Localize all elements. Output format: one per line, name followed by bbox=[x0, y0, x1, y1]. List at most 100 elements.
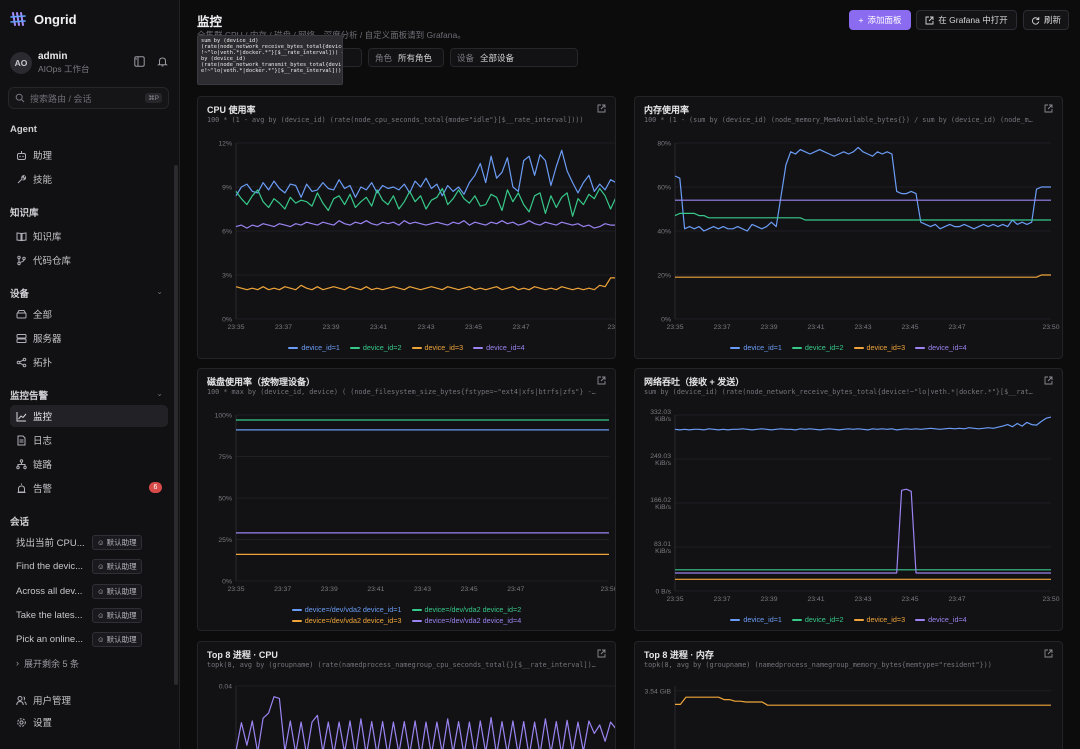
x-tick-label: 23:50 bbox=[600, 586, 616, 593]
external-link-icon[interactable] bbox=[1044, 649, 1053, 658]
legend-item[interactable]: device=/dev/vda2 device_id=1 bbox=[291, 605, 402, 614]
session-item[interactable]: Find the devic... ☺ 默认助理 bbox=[16, 557, 168, 575]
server-icon bbox=[16, 333, 27, 343]
chevron-down-icon[interactable]: ⌄ bbox=[156, 287, 163, 296]
sidebar-item-assistant[interactable]: 助理 bbox=[10, 144, 168, 166]
x-tick-label: 23:41 bbox=[807, 324, 824, 331]
user-name: admin bbox=[38, 51, 68, 62]
sidebar-item-label: 知识库 bbox=[33, 232, 62, 243]
series-line bbox=[235, 187, 615, 217]
device-select[interactable]: 设备 全部设备 bbox=[450, 48, 578, 67]
y-tick-unit: KiB/s bbox=[655, 460, 671, 467]
session-tag-label: 默认助理 bbox=[106, 634, 137, 644]
external-link-icon[interactable] bbox=[597, 649, 606, 658]
legend-item[interactable]: device_id=3 bbox=[411, 343, 463, 352]
bell-icon[interactable] bbox=[157, 56, 168, 67]
chevron-down-icon[interactable]: ⌄ bbox=[156, 389, 163, 398]
device-select-key: 设备 bbox=[457, 52, 475, 63]
legend-item[interactable]: device_id=1 bbox=[288, 343, 340, 352]
legend-item[interactable]: device_id=4 bbox=[915, 343, 967, 352]
chart-mem: 0% 20% 40% 60% 80% 23:35 23:37 23:39 23:41 23:43 2… bbox=[657, 141, 1059, 332]
open-in-grafana-button[interactable]: 在 Grafana 中打开 bbox=[916, 10, 1017, 30]
sidebar-item-alerts[interactable]: 告警 6 bbox=[10, 477, 168, 499]
sidebar-item-label: 告警 bbox=[33, 484, 53, 495]
sidebar-item-topology[interactable]: 拓扑 bbox=[10, 351, 168, 373]
add-panel-button[interactable]: + 添加面板 bbox=[849, 10, 911, 30]
y-tick-label: 0% bbox=[222, 579, 232, 586]
y-tick-label: 3% bbox=[222, 273, 232, 280]
session-item[interactable]: Pick an online... ☺ 默认助理 bbox=[16, 630, 168, 648]
sidebar-toggle-icon[interactable] bbox=[134, 56, 145, 67]
legend-swatch bbox=[791, 618, 802, 621]
sidebar-item-settings[interactable]: 设置 bbox=[10, 711, 168, 733]
external-link-icon[interactable] bbox=[1044, 104, 1053, 113]
sidebar-item-label: 设置 bbox=[33, 718, 53, 729]
legend-item[interactable]: device_id=2 bbox=[791, 343, 844, 352]
legend-label: device=/dev/vda2 device_id=2 bbox=[424, 605, 522, 614]
legend-item[interactable]: device_id=4 bbox=[915, 615, 967, 624]
legend-swatch bbox=[791, 346, 802, 349]
sidebar-item-knowledge-base[interactable]: 知识库 bbox=[10, 225, 168, 247]
y-tick-label: 25% bbox=[218, 537, 232, 544]
legend-item[interactable]: device_id=2 bbox=[791, 615, 844, 624]
chart-cpu: 0% 3% 6% 9% 12% 23:35 23:37 23:39 23:41 23:43 23:4… bbox=[218, 141, 615, 331]
sidebar-item-servers[interactable]: 服务器 bbox=[10, 327, 168, 349]
legend-item[interactable]: device_id=1 bbox=[730, 343, 782, 352]
sidebar-item-code-repo[interactable]: 代码仓库 bbox=[10, 249, 168, 271]
external-link-icon[interactable] bbox=[597, 376, 606, 385]
bot-icon: ☺ bbox=[97, 610, 105, 620]
section-sessions: 会话 bbox=[10, 517, 30, 528]
sidebar-item-label: 链路 bbox=[33, 460, 53, 471]
gear-icon bbox=[17, 717, 26, 727]
session-item[interactable]: 找出当前 CPU... ☺ 默认助理 bbox=[16, 533, 168, 551]
session-item[interactable]: Take the lates... ☺ 默认助理 bbox=[16, 606, 168, 624]
chart-legend: device_id=1 device_id=2 device_id=3 device_… bbox=[635, 343, 1062, 352]
legend-item[interactable]: device=/dev/vda2 device_id=2 bbox=[411, 605, 522, 614]
x-tick-label: 23:45 bbox=[465, 324, 482, 331]
session-tag: ☺ 默认助理 bbox=[92, 631, 142, 647]
query-tooltip: sum by (device_id) (rate(node_network_re… bbox=[197, 35, 343, 85]
legend-item[interactable]: device_id=3 bbox=[853, 343, 905, 352]
search-placeholder: 搜索路由 / 会话 bbox=[30, 93, 92, 104]
y-tick-label: 332.03 bbox=[650, 409, 671, 416]
legend-item[interactable]: device=/dev/vda2 device_id=3 bbox=[291, 616, 402, 625]
sidebar-item-user-management[interactable]: 用户管理 bbox=[10, 689, 168, 711]
search-input[interactable]: 搜索路由 / 会话 ⌘P bbox=[8, 87, 169, 109]
refresh-label: 刷新 bbox=[1043, 15, 1061, 25]
sidebar-item-skills[interactable]: 技能 bbox=[10, 168, 168, 190]
y-tick-label: 50% bbox=[218, 496, 232, 503]
external-link-icon[interactable] bbox=[597, 104, 606, 113]
role-select[interactable]: 角色 所有角色 bbox=[368, 48, 444, 67]
legend-item[interactable]: device_id=3 bbox=[853, 615, 905, 624]
external-link-icon[interactable] bbox=[1044, 376, 1053, 385]
legend-item[interactable]: device_id=1 bbox=[730, 615, 782, 624]
open-in-grafana-label: 在 Grafana 中打开 bbox=[938, 15, 1008, 25]
sidebar-item-logs[interactable]: 日志 bbox=[10, 429, 168, 451]
sidebar-item-monitor[interactable]: 监控 bbox=[10, 405, 168, 427]
chart-topcpu: 0.04 bbox=[219, 684, 615, 749]
expand-more-sessions[interactable]: › 展开剩余 5 条 bbox=[16, 654, 168, 672]
role-select-key: 角色 bbox=[375, 52, 393, 63]
session-tag-label: 默认助理 bbox=[106, 537, 137, 547]
y-tick-label: 0 B/s bbox=[656, 589, 672, 596]
sidebar-item-all[interactable]: 全部 bbox=[10, 303, 168, 325]
avatar[interactable]: AO bbox=[10, 52, 32, 74]
refresh-button[interactable]: 刷新 bbox=[1023, 10, 1069, 30]
series-line bbox=[235, 149, 615, 198]
y-tick-label: 6% bbox=[222, 229, 232, 236]
user-card: AO admin AIOps 工作台 bbox=[10, 51, 170, 74]
series-line bbox=[675, 274, 1051, 278]
session-item[interactable]: Across all dev... ☺ 默认助理 bbox=[16, 582, 168, 600]
brand[interactable]: Ongrid bbox=[10, 9, 77, 29]
alert-count-badge: 6 bbox=[149, 482, 162, 493]
session-title: Across all dev... bbox=[16, 585, 83, 597]
series-line bbox=[675, 488, 1051, 574]
x-tick-label: 23:35 bbox=[666, 596, 683, 603]
legend-item[interactable]: device=/dev/vda2 device_id=4 bbox=[411, 616, 521, 625]
sidebar-item-traces[interactable]: 链路 bbox=[10, 453, 168, 475]
legend-item[interactable]: device_id=4 bbox=[473, 343, 525, 352]
sidebar-scrollbar[interactable] bbox=[174, 165, 178, 685]
file-text-icon bbox=[17, 435, 26, 445]
legend-item[interactable]: device_id=2 bbox=[349, 343, 402, 352]
x-tick-label: 23:39 bbox=[321, 586, 338, 593]
